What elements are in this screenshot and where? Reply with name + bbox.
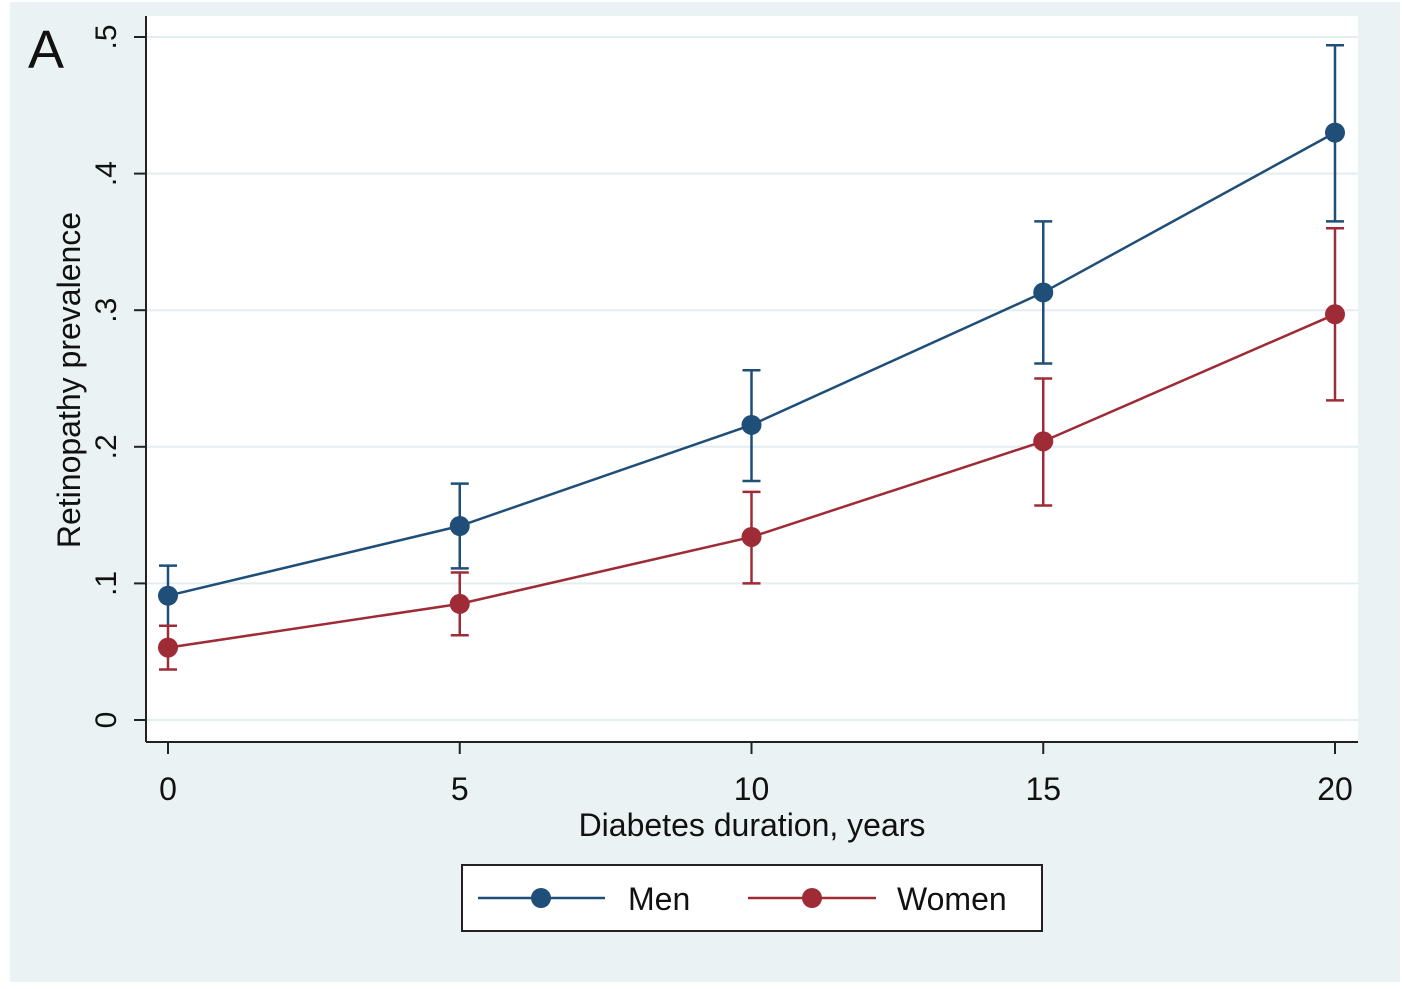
data-point-women-0 bbox=[158, 637, 178, 658]
data-point-men-3 bbox=[1033, 282, 1054, 303]
data-point-men-0 bbox=[158, 585, 178, 606]
data-point-men-4 bbox=[1325, 122, 1345, 143]
series-women bbox=[158, 226, 1345, 671]
data-point-men-2 bbox=[741, 414, 762, 435]
y-tick-label-2: .2 bbox=[90, 434, 123, 459]
legend-marker-women bbox=[802, 888, 822, 908]
x-tick-label-0: 0 bbox=[159, 771, 177, 807]
x-tick-label-3: 15 bbox=[1025, 771, 1061, 807]
x-tick-label-2: 10 bbox=[734, 771, 770, 807]
legend: Men Women bbox=[461, 864, 1043, 932]
y-tick-label-3: .3 bbox=[90, 298, 123, 323]
y-tick-label-0: 0 bbox=[90, 712, 123, 729]
y-tick-label-1: .1 bbox=[90, 571, 123, 596]
data-point-men-1 bbox=[449, 516, 470, 537]
series-layer bbox=[158, 43, 1345, 671]
panel-label: A bbox=[28, 20, 64, 80]
legend-marker-men bbox=[531, 888, 551, 908]
y-axis-label: Retinopathy prevalence bbox=[51, 212, 87, 548]
y-tick-label-5: .5 bbox=[90, 24, 123, 49]
legend-label-women: Women bbox=[897, 881, 1007, 917]
axes: 0 .1 .2 .3 .4 .5 0 5 10 15 20 bbox=[90, 16, 1358, 807]
x-tick-label-1: 5 bbox=[451, 771, 469, 807]
y-tick-label-4: .4 bbox=[90, 161, 123, 186]
x-tick-label-4: 20 bbox=[1317, 771, 1353, 807]
data-point-women-1 bbox=[449, 593, 470, 614]
data-point-women-2 bbox=[741, 526, 762, 547]
x-axis-label: Diabetes duration, years bbox=[579, 807, 926, 843]
data-point-women-4 bbox=[1325, 304, 1345, 325]
series-men bbox=[158, 43, 1345, 627]
legend-label-men: Men bbox=[628, 881, 690, 917]
data-point-women-3 bbox=[1033, 431, 1054, 452]
